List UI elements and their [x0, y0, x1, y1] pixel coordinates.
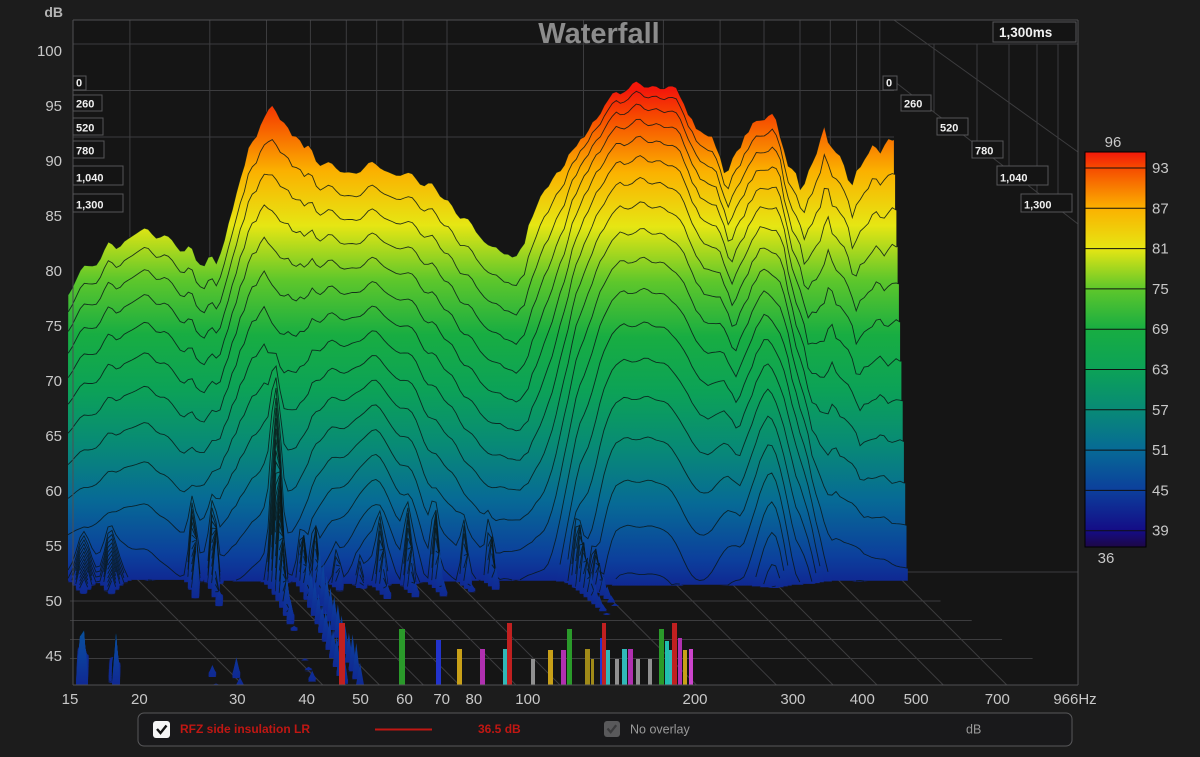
svg-text:30: 30: [229, 691, 246, 708]
svg-text:1,040: 1,040: [76, 173, 104, 185]
svg-text:60: 60: [396, 691, 413, 708]
svg-text:39: 39: [1152, 523, 1169, 540]
svg-text:20: 20: [131, 691, 148, 708]
svg-text:87: 87: [1152, 200, 1169, 217]
svg-text:780: 780: [76, 146, 94, 158]
svg-text:51: 51: [1152, 442, 1169, 459]
svg-text:40: 40: [298, 691, 315, 708]
svg-text:75: 75: [1152, 281, 1169, 298]
svg-text:300: 300: [780, 691, 805, 708]
svg-text:Waterfall: Waterfall: [538, 18, 659, 50]
svg-text:69: 69: [1152, 321, 1169, 338]
svg-text:90: 90: [45, 153, 62, 170]
svg-text:80: 80: [45, 263, 62, 280]
svg-text:1,300ms: 1,300ms: [999, 25, 1052, 40]
svg-text:70: 70: [45, 373, 62, 390]
svg-text:1,300: 1,300: [76, 200, 104, 212]
svg-text:200: 200: [682, 691, 707, 708]
svg-text:0: 0: [76, 78, 82, 90]
svg-text:81: 81: [1152, 241, 1169, 258]
svg-text:700: 700: [985, 691, 1010, 708]
svg-text:1,040: 1,040: [1000, 173, 1028, 185]
svg-text:No overlay: No overlay: [630, 723, 690, 737]
svg-text:60: 60: [45, 483, 62, 500]
svg-text:520: 520: [940, 123, 958, 135]
svg-text:780: 780: [975, 146, 993, 158]
svg-text:75: 75: [45, 318, 62, 335]
svg-text:260: 260: [76, 99, 94, 111]
svg-text:96: 96: [1105, 134, 1122, 151]
svg-text:95: 95: [45, 98, 62, 115]
svg-text:966Hz: 966Hz: [1053, 691, 1096, 708]
svg-text:93: 93: [1152, 160, 1169, 177]
svg-text:500: 500: [904, 691, 929, 708]
svg-text:260: 260: [904, 99, 922, 111]
svg-text:57: 57: [1152, 402, 1169, 419]
svg-text:65: 65: [45, 428, 62, 445]
svg-text:45: 45: [45, 648, 62, 665]
svg-text:400: 400: [850, 691, 875, 708]
svg-text:100: 100: [515, 691, 540, 708]
svg-text:36.5 dB: 36.5 dB: [478, 722, 521, 736]
svg-text:63: 63: [1152, 362, 1169, 379]
svg-text:15: 15: [62, 691, 79, 708]
svg-text:80: 80: [466, 691, 483, 708]
svg-text:50: 50: [352, 691, 369, 708]
svg-text:0: 0: [886, 78, 892, 90]
svg-text:dB: dB: [966, 723, 981, 737]
svg-text:RFZ side insulation LR: RFZ side insulation LR: [180, 722, 310, 736]
svg-text:70: 70: [433, 691, 450, 708]
svg-text:36: 36: [1098, 550, 1115, 567]
svg-text:1,300: 1,300: [1024, 200, 1052, 212]
svg-text:520: 520: [76, 123, 94, 135]
svg-text:55: 55: [45, 538, 62, 555]
svg-text:100: 100: [37, 43, 62, 60]
svg-text:50: 50: [45, 593, 62, 610]
svg-text:85: 85: [45, 208, 62, 225]
svg-text:dB: dB: [44, 4, 63, 20]
svg-text:45: 45: [1152, 482, 1169, 499]
